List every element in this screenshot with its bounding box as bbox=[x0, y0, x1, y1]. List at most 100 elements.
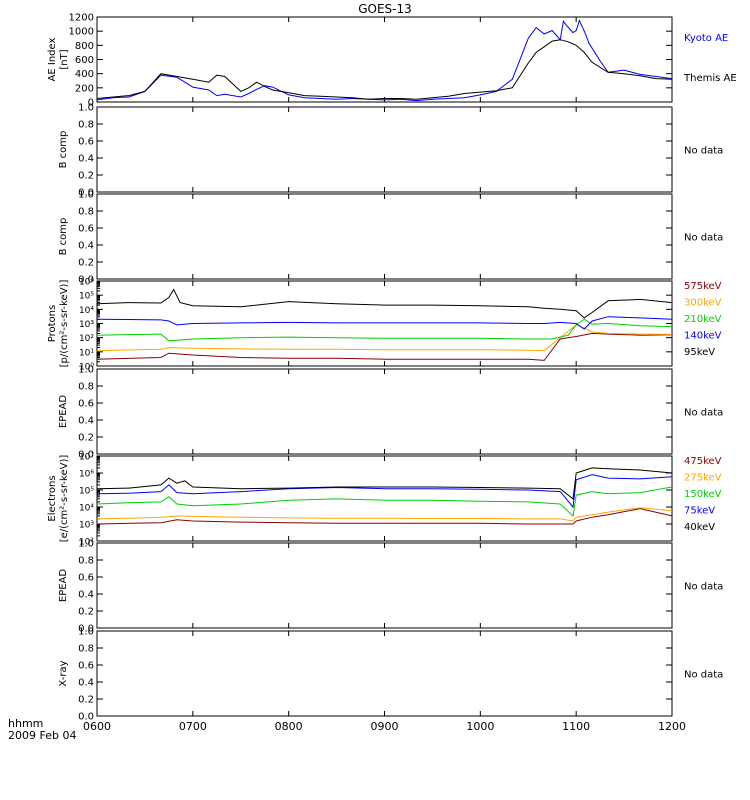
y-tick-label-epead2: 0.6 bbox=[78, 573, 94, 584]
x-tick-label: 0900 bbox=[371, 720, 399, 733]
y-tick-label-ae: 1200 bbox=[69, 13, 94, 24]
legend-electrons-4: 40keV bbox=[684, 522, 715, 533]
y-tick-label-bcomp1: 0.6 bbox=[78, 137, 94, 148]
y-tick-label-electrons: 10⁷ bbox=[79, 453, 94, 463]
y-tick-label-bcomp1: 1.0 bbox=[78, 103, 94, 114]
panel-frame-protons bbox=[96, 280, 673, 367]
x-tick-label: 0600 bbox=[83, 720, 111, 733]
y-tick-label-bcomp2: 0.8 bbox=[78, 207, 94, 218]
legend-ae-0: Kyoto AE bbox=[684, 33, 728, 44]
legend-electrons-1: 275keV bbox=[684, 473, 722, 484]
y-tick-label-epead1: 0.6 bbox=[78, 399, 94, 410]
series-line-ae-kyoto-ae bbox=[96, 19, 673, 102]
y-tick-label-xray: 0.6 bbox=[78, 661, 94, 672]
y-tick-label-bcomp1: 0.2 bbox=[78, 171, 94, 182]
y-tick-label-epead2: 0.8 bbox=[78, 556, 94, 567]
panel-frame-epead2 bbox=[96, 542, 673, 629]
no-data-label-epead1: No data bbox=[684, 408, 723, 419]
y-tick-label-protons: 10⁴ bbox=[79, 306, 94, 316]
panels: 0 200 400 600 800 1000 1200 AE Index [nT] Kyoto A… bbox=[47, 13, 737, 734]
legend-ae-1: Themis AE bbox=[683, 73, 737, 84]
y-tick-label-epead2: 0.0 bbox=[78, 624, 94, 635]
y-tick-label-bcomp1: 0.4 bbox=[78, 154, 94, 165]
y-tick-label-ae: 600 bbox=[75, 55, 94, 66]
x-tick-label: 0700 bbox=[179, 720, 207, 733]
legend-protons-2: 210keV bbox=[684, 314, 722, 325]
y-tick-label-epead1: 1.0 bbox=[78, 365, 94, 376]
y-axis-label-protons: Protons bbox=[47, 305, 58, 342]
y-tick-label-protons: 10⁶ bbox=[79, 278, 94, 288]
y-axis-label-epead2: EPEAD bbox=[58, 569, 69, 603]
panel-frame-xray bbox=[96, 630, 673, 717]
y-tick-label-bcomp2: 0.0 bbox=[78, 275, 94, 286]
y-axis-label-protons: [p/(cm²-s-sr-keV)] bbox=[59, 280, 70, 368]
footer-time-label: hhmm bbox=[8, 717, 43, 730]
y-tick-label-ae: 0 bbox=[88, 98, 94, 109]
y-tick-label-xray: 0.0 bbox=[78, 712, 94, 723]
y-tick-label-protons: 10⁵ bbox=[79, 292, 94, 302]
y-tick-label-epead1: 0.2 bbox=[78, 433, 94, 444]
y-tick-label-protons: 10³ bbox=[79, 320, 94, 330]
y-axis-label-ae: AE Index bbox=[47, 37, 58, 81]
x-tick-label: 0800 bbox=[275, 720, 303, 733]
panel-frame-bcomp2 bbox=[96, 193, 673, 280]
series-line-electrons-475kev bbox=[96, 508, 673, 525]
series-line-protons-300kev bbox=[96, 324, 673, 352]
no-data-label-bcomp1: No data bbox=[684, 146, 723, 157]
y-tick-label-epead1: 0.8 bbox=[78, 382, 94, 393]
series-line-electrons-75kev bbox=[96, 474, 673, 509]
panel-frame-ae bbox=[96, 16, 673, 103]
y-tick-label-electrons: 10⁵ bbox=[79, 487, 94, 497]
y-tick-label-electrons: 10⁴ bbox=[79, 504, 94, 514]
figure-title: GOES-13 bbox=[358, 2, 412, 16]
legend-protons-1: 300keV bbox=[684, 298, 722, 309]
series-line-protons-210kev bbox=[96, 318, 673, 342]
y-axis-label-bcomp1: B comp bbox=[58, 131, 69, 169]
series-line-ae-themis-ae bbox=[96, 39, 673, 100]
series-line-protons-140kev bbox=[96, 316, 673, 330]
y-tick-label-bcomp1: 0.0 bbox=[78, 188, 94, 199]
y-tick-label-ae: 400 bbox=[75, 69, 94, 80]
y-tick-label-bcomp1: 0.8 bbox=[78, 120, 94, 131]
y-tick-label-ae: 200 bbox=[75, 83, 94, 94]
legend-electrons-0: 475keV bbox=[684, 456, 722, 467]
y-axis-label-electrons: Electrons bbox=[47, 475, 58, 521]
y-tick-label-xray: 0.2 bbox=[78, 695, 94, 706]
footer-date-label: 2009 Feb 04 bbox=[8, 729, 76, 742]
x-tick-label: 1200 bbox=[658, 720, 686, 733]
no-data-label-bcomp2: No data bbox=[684, 233, 723, 244]
panel-frame-electrons bbox=[96, 455, 673, 542]
series-line-electrons-275kev bbox=[96, 507, 673, 522]
y-tick-label-protons: 10⁰ bbox=[79, 363, 94, 373]
series-line-protons-95kev bbox=[96, 288, 673, 319]
series-line-electrons-40kev bbox=[96, 467, 673, 500]
y-tick-label-xray: 0.4 bbox=[78, 678, 94, 689]
legend-protons-0: 575keV bbox=[684, 281, 722, 292]
series-line-protons-575kev bbox=[96, 332, 673, 361]
no-data-label-xray: No data bbox=[684, 670, 723, 681]
series-line-electrons-150kev bbox=[96, 486, 673, 517]
y-tick-label-bcomp2: 0.6 bbox=[78, 224, 94, 235]
x-tick-label: 1100 bbox=[562, 720, 590, 733]
y-tick-label-xray: 1.0 bbox=[78, 627, 94, 638]
y-axis-label-ae: [nT] bbox=[59, 49, 70, 69]
y-tick-label-protons: 10¹ bbox=[79, 348, 94, 358]
y-tick-label-electrons: 10⁶ bbox=[79, 470, 94, 480]
y-tick-label-epead2: 0.4 bbox=[78, 590, 94, 601]
y-tick-label-epead1: 0.4 bbox=[78, 416, 94, 427]
y-tick-label-protons: 10² bbox=[79, 334, 94, 344]
x-tick-label: 1000 bbox=[466, 720, 494, 733]
y-tick-label-epead2: 1.0 bbox=[78, 539, 94, 550]
y-axis-label-xray: X-ray bbox=[58, 660, 69, 686]
legend-electrons-2: 150keV bbox=[684, 489, 722, 500]
y-tick-label-electrons: 10² bbox=[79, 538, 94, 548]
y-tick-label-epead2: 0.2 bbox=[78, 607, 94, 618]
legend-protons-4: 95keV bbox=[684, 347, 715, 358]
y-tick-label-electrons: 10³ bbox=[79, 521, 94, 531]
y-tick-label-bcomp2: 0.2 bbox=[78, 258, 94, 269]
y-tick-label-ae: 1000 bbox=[69, 27, 94, 38]
y-axis-label-epead1: EPEAD bbox=[58, 395, 69, 429]
y-axis-label-bcomp2: B comp bbox=[58, 218, 69, 256]
y-tick-label-ae: 800 bbox=[75, 41, 94, 52]
